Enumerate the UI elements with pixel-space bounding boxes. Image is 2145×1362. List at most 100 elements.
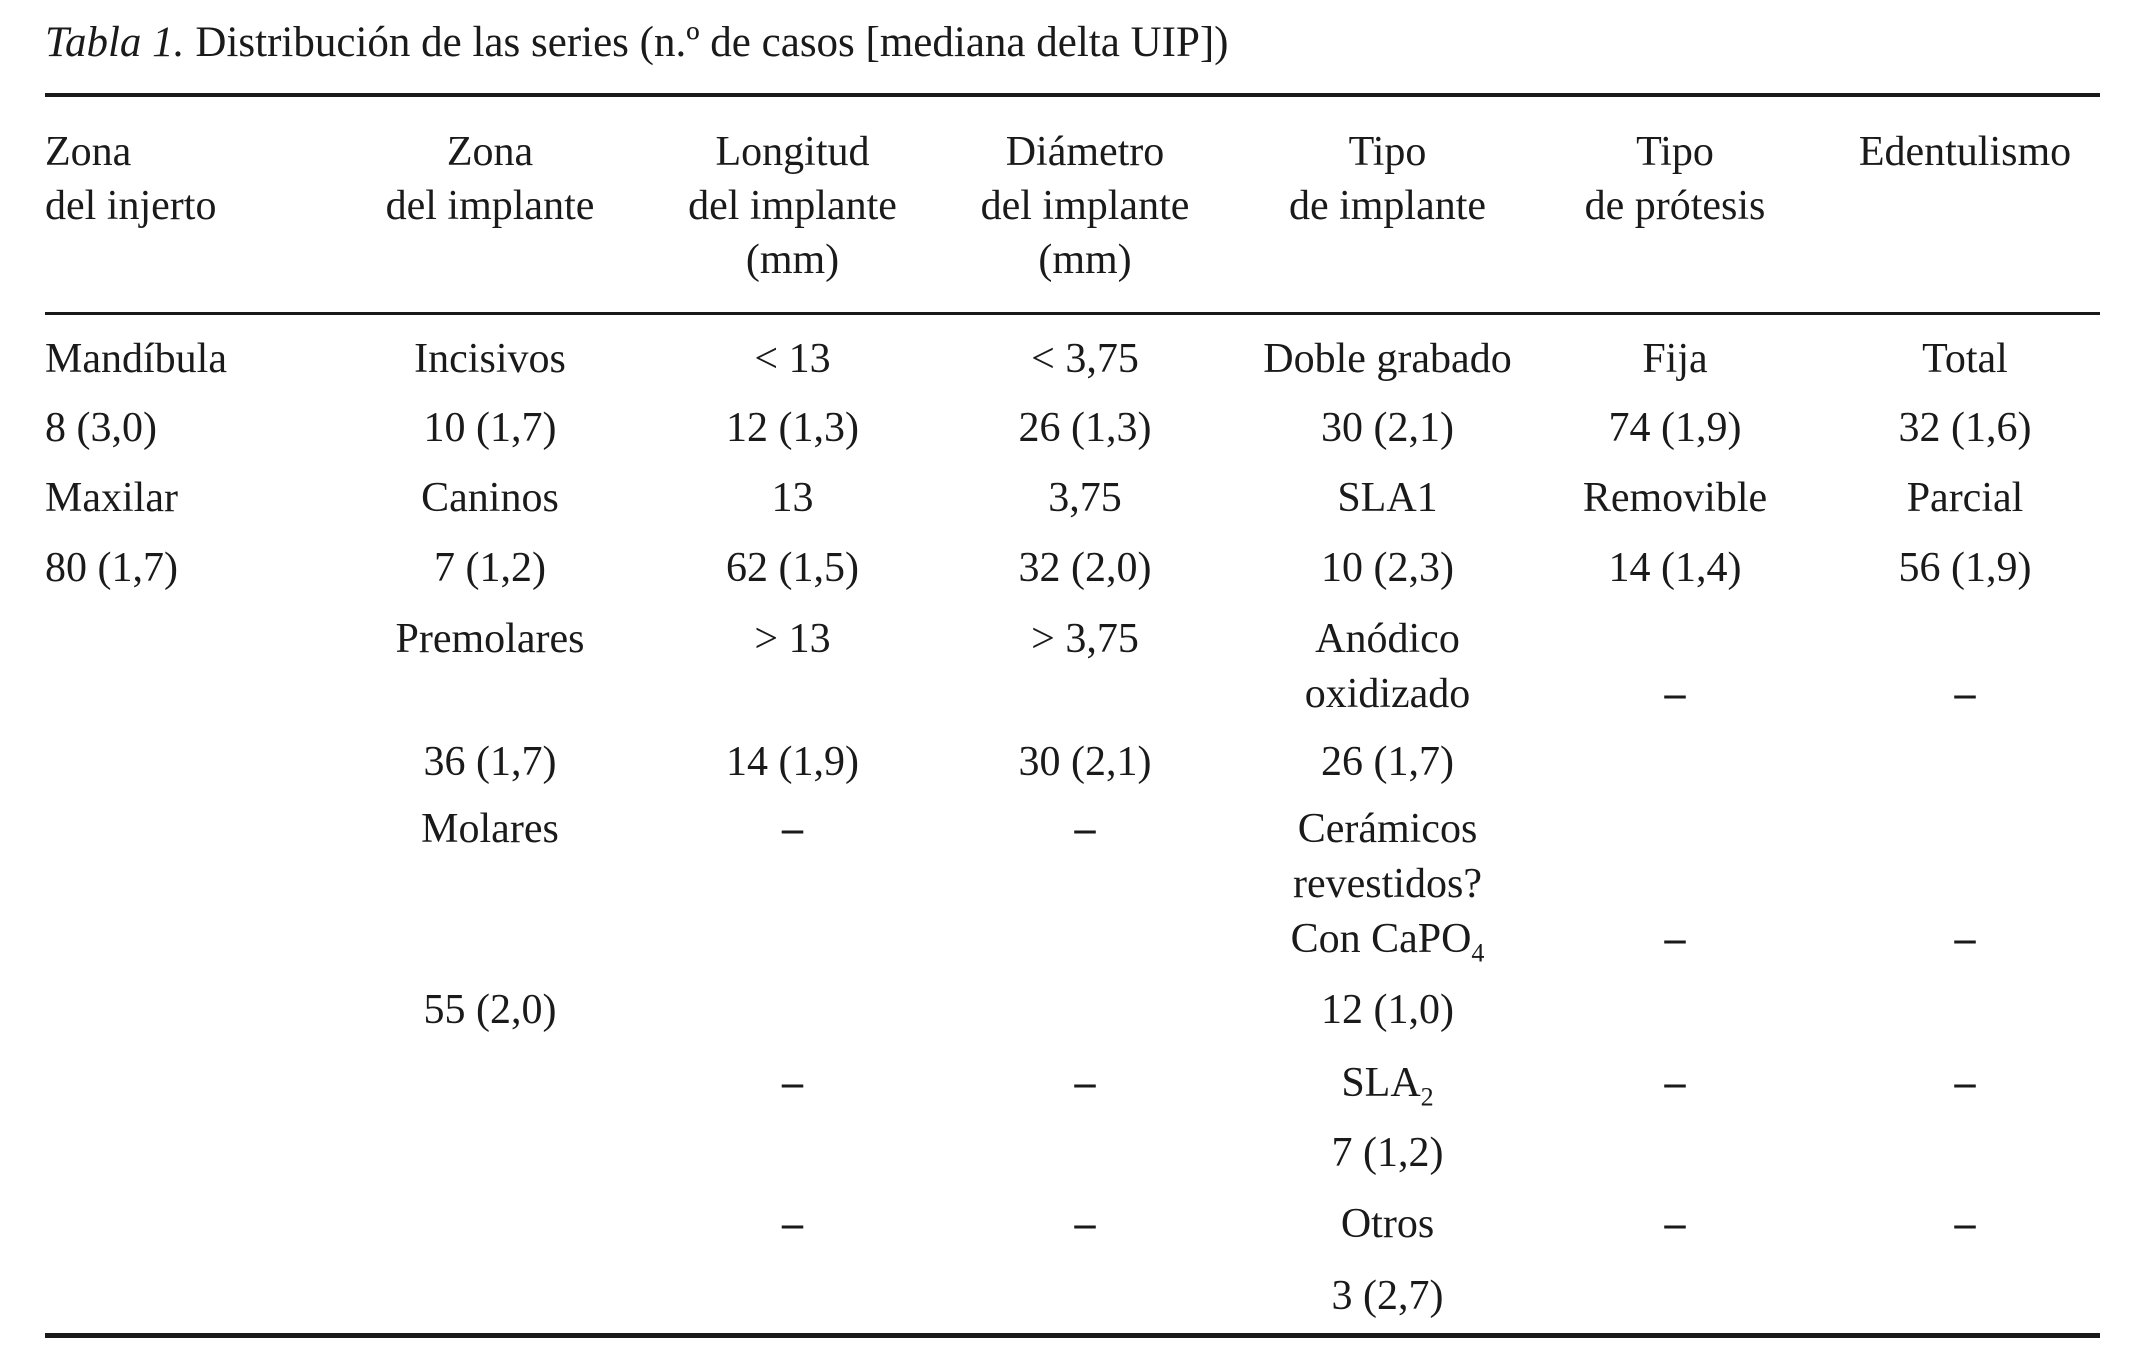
implant-type-base: SLA: [1341, 1060, 1421, 1106]
table-cell: –: [1074, 805, 1096, 852]
table-row: 55 (2,0) 12 (1,0): [45, 972, 2100, 1049]
table-cell: –: [1954, 1201, 1976, 1247]
header-line: del implante: [385, 183, 595, 229]
table-cell: 74 (1,9): [1608, 405, 1742, 451]
table-cell: –: [1664, 1201, 1686, 1247]
table-cell: 56 (1,9): [1898, 545, 2032, 591]
table-row: – – SLA2 – –: [45, 1049, 2100, 1119]
table-cell: –: [782, 1201, 803, 1247]
table-cell: 10 (1,7): [423, 405, 557, 451]
table-cell: 14 (1,4): [1608, 545, 1742, 591]
table-cell: Doble grabado: [1263, 335, 1512, 382]
table-cell: 32 (2,0): [1018, 545, 1152, 591]
table-cell: –: [1954, 1060, 1976, 1106]
table-cell: –: [1954, 915, 1976, 962]
header-line: (mm): [1038, 237, 1132, 283]
table-title: Tabla 1. Distribución de las series (n.º …: [45, 16, 1229, 70]
table-row: Molares – – Cerámicos revestidos? Con Ca…: [45, 796, 2100, 972]
table-cell-empty: [45, 796, 310, 972]
header-line: de prótesis: [1584, 183, 1766, 229]
header-row: Zona del injerto Zona del implante Longi…: [45, 95, 2100, 315]
header-line: Longitud: [715, 129, 870, 175]
table-row: 8 (3,0) 10 (1,7) 12 (1,3) 26 (1,3) 30 (2…: [45, 394, 2100, 464]
cell-line: Con CaPO4: [1255, 912, 1520, 967]
table-cell: 26 (1,7): [1321, 738, 1454, 785]
table-row: 7 (1,2): [45, 1119, 2100, 1189]
table-cell: Maxilar: [45, 475, 178, 521]
table-cell: Parcial: [1906, 475, 2024, 521]
table-cell: 3,75: [1048, 475, 1122, 521]
table-body: Mandíbula Incisivos < 13 < 3,75 Doble gr…: [45, 314, 2100, 1336]
distribution-table: Zona del injerto Zona del implante Longi…: [45, 93, 2100, 1338]
table-cell: > 3,75: [1031, 615, 1139, 662]
table-cell-empty: [45, 729, 310, 796]
header-tipo-implante: Tipo de implante: [1255, 95, 1520, 315]
table-cell-empty: [670, 1119, 915, 1189]
table-row: 3 (2,7): [45, 1261, 2100, 1336]
table-cell-empty: [1830, 972, 2100, 1049]
table-cell: 55 (2,0): [423, 986, 557, 1033]
header-longitud-implante: Longitud del implante (mm): [670, 95, 915, 315]
table-cell: Anódico oxidizado: [1255, 604, 1520, 729]
table-cell-empty: [1520, 972, 1830, 1049]
cell-line: Anódico: [1315, 615, 1460, 662]
table-cell: –: [1074, 1201, 1096, 1247]
table-cell: 62 (1,5): [726, 545, 859, 591]
header-line: del implante: [688, 183, 897, 229]
table-cell-empty: [45, 1049, 310, 1119]
table-cell: 30 (2,1): [1018, 738, 1152, 785]
table-cell: –: [1954, 670, 1976, 717]
header-zona-implante: Zona del implante: [310, 95, 670, 315]
table-cell-empty: [45, 1261, 310, 1336]
table-cell: Molares: [421, 805, 559, 852]
header-line: de implante: [1288, 183, 1487, 229]
table-cell-empty: [670, 1261, 915, 1336]
table-cell: Otros: [1340, 1201, 1435, 1247]
table-row: Premolares > 13 > 3,75 Anódico oxidizado…: [45, 604, 2100, 729]
header-line: del implante: [980, 183, 1190, 229]
table-cell: < 3,75: [1031, 335, 1139, 382]
table-cell-empty: [1830, 1261, 2100, 1336]
header-line: Edentulismo: [1858, 129, 2072, 175]
table-cell-empty: [310, 1189, 670, 1261]
table-header: Zona del injerto Zona del implante Longi…: [45, 95, 2100, 315]
table-cell: Fija: [1642, 335, 1708, 382]
table-cell: 80 (1,7): [45, 545, 178, 591]
table-cell-empty: [310, 1119, 670, 1189]
table-row: 36 (1,7) 14 (1,9) 30 (2,1) 26 (1,7): [45, 729, 2100, 796]
header-diametro-implante: Diámetro del implante (mm): [915, 95, 1255, 315]
table-cell: 26 (1,3): [1018, 405, 1152, 451]
cell-line: revestidos?: [1293, 860, 1482, 907]
table-cell: –: [1074, 1060, 1096, 1106]
table-cell: SLA2: [1255, 1049, 1520, 1119]
table-cell: 8 (3,0): [45, 405, 157, 451]
table-cell: 13: [771, 475, 814, 521]
header-line: Tipo: [1636, 129, 1714, 175]
header-edentulismo: Edentulismo: [1830, 95, 2100, 315]
table-cell-empty: [915, 1261, 1255, 1336]
table-cell: Premolares: [395, 615, 585, 662]
table-cell: Mandíbula: [45, 335, 227, 382]
table-cell-empty: [915, 972, 1255, 1049]
table-cell: –: [1664, 670, 1686, 717]
header-zona-injerto: Zona del injerto: [45, 95, 310, 315]
table-cell: 32 (1,6): [1898, 405, 2032, 451]
header-line: (mm): [745, 237, 840, 283]
table-cell: Total: [1922, 335, 2008, 382]
header-line: del injerto: [45, 183, 217, 229]
table-cell-empty: [915, 1119, 1255, 1189]
header-line: Diámetro: [1005, 129, 1165, 175]
header-line: Zona: [45, 129, 132, 175]
table-cell: 10 (2,3): [1321, 545, 1454, 591]
table-cell: Caninos: [421, 475, 559, 521]
table-cell-empty: [45, 1189, 310, 1261]
table-title-label: Tabla 1.: [45, 19, 185, 66]
header-line: Tipo: [1348, 129, 1427, 175]
implant-type-subscript: 2: [1420, 1082, 1434, 1112]
table-title-text: Distribución de las series (n.º de casos…: [195, 19, 1229, 66]
table-cell-empty: [45, 972, 310, 1049]
table-cell: > 13: [754, 615, 831, 662]
table-cell-empty: [1520, 1119, 1830, 1189]
table-cell: –: [782, 805, 803, 852]
